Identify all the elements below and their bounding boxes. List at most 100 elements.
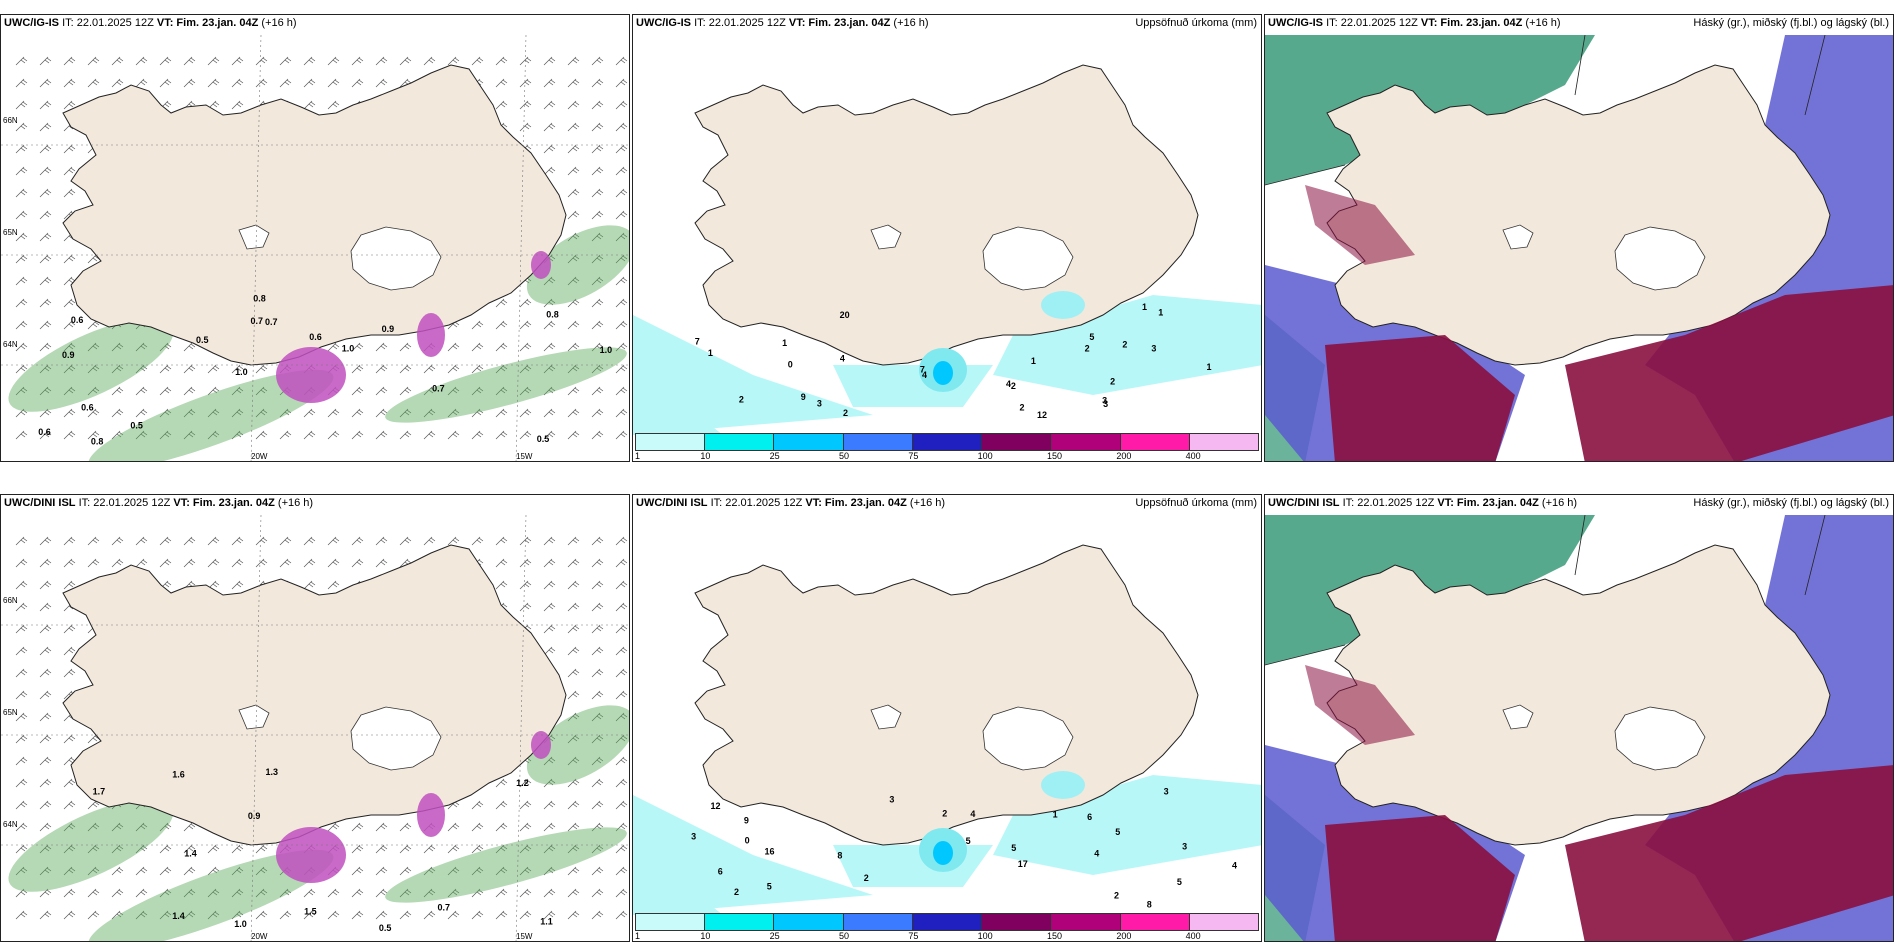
wind-barb — [303, 100, 316, 110]
wind-barb — [15, 342, 28, 352]
precip-value: 0 — [745, 836, 750, 846]
wind-barb — [39, 844, 52, 854]
vt-label: VT: — [788, 17, 806, 29]
wind-barb — [471, 888, 484, 898]
init-time: IT: 22.01.2025 12Z — [78, 497, 171, 509]
wind-barb — [327, 536, 340, 546]
wind-barb — [567, 536, 580, 546]
wind-barb — [615, 276, 628, 286]
wind-barb — [87, 320, 100, 330]
precip-title: Uppsöfnuð úrkoma (mm) — [1135, 17, 1257, 29]
precip-value: 3 — [1103, 399, 1108, 409]
legend-tick: 1 — [635, 931, 641, 941]
precip-value: 3 — [1164, 786, 1169, 796]
wind-barb — [447, 844, 460, 854]
wind-barb — [63, 866, 76, 876]
wind-barb — [63, 320, 76, 330]
wind-barb — [567, 342, 580, 352]
wind-barb — [87, 78, 100, 88]
wind-barb — [615, 668, 628, 678]
gust-value: 0.9 — [62, 350, 75, 360]
precip-value: 1 — [708, 348, 713, 358]
legend-swatch — [774, 914, 844, 930]
wind-barb — [63, 144, 76, 154]
wind-barb — [39, 536, 52, 546]
wind-barb — [159, 386, 172, 396]
wind-barb — [87, 888, 100, 898]
wind-barb — [591, 78, 604, 88]
wind-barb — [591, 734, 604, 744]
wind-barb — [519, 122, 532, 132]
wind-barb — [567, 888, 580, 898]
wind-barb — [135, 844, 148, 854]
wind-barb — [255, 558, 268, 568]
wind-barb — [63, 342, 76, 352]
wind-barb — [39, 866, 52, 876]
wind-barb — [39, 342, 52, 352]
wind-barb — [39, 690, 52, 700]
precip-value: 2 — [864, 873, 869, 883]
wind-barb — [63, 166, 76, 176]
wind-barb — [519, 800, 532, 810]
wind-barb — [135, 342, 148, 352]
wind-barb — [567, 778, 580, 788]
wind-barb — [591, 690, 604, 700]
snow-blob — [417, 793, 445, 837]
wind-barb — [15, 822, 28, 832]
wind-barb — [39, 734, 52, 744]
wind-barb — [567, 144, 580, 154]
wind-barb — [183, 888, 196, 898]
wind-barb — [543, 888, 556, 898]
latitude-label: 65N — [3, 228, 18, 237]
wind-barb — [39, 756, 52, 766]
wind-barb — [591, 800, 604, 810]
legend-swatch — [1051, 914, 1121, 930]
wind-barb — [591, 254, 604, 264]
legend-swatch — [843, 914, 913, 930]
wind-barb — [183, 408, 196, 418]
precip-cell — [1041, 771, 1085, 799]
wind-barb — [15, 734, 28, 744]
precip-value: 8 — [837, 851, 842, 861]
wind-barb — [615, 910, 628, 920]
model-name: UWC/DINI ISL — [1268, 497, 1340, 509]
wind-barb — [39, 408, 52, 418]
wind-barb — [63, 558, 76, 568]
wind-barb — [591, 778, 604, 788]
wind-barb — [63, 910, 76, 920]
wind-barb — [519, 298, 532, 308]
wind-barb — [567, 668, 580, 678]
legend-bar — [635, 913, 1259, 931]
wind-barb — [591, 298, 604, 308]
wind-barb — [471, 56, 484, 66]
wind-barb — [591, 232, 604, 242]
wind-barb — [495, 866, 508, 876]
precip-value: 1 — [1142, 302, 1147, 312]
wind-barb — [591, 602, 604, 612]
wind-barb — [447, 888, 460, 898]
wind-barb — [543, 580, 556, 590]
wind-barb — [63, 800, 76, 810]
wind-barb — [567, 188, 580, 198]
wind-gust-band — [526, 225, 629, 305]
wind-barb — [39, 232, 52, 242]
snow-blob — [531, 731, 551, 759]
wind-barb — [15, 712, 28, 722]
precip-value: 1 — [1207, 362, 1212, 372]
wind-barb — [183, 910, 196, 920]
wind-barb — [375, 822, 388, 832]
precip-value: 5 — [767, 882, 772, 892]
wind-barb — [615, 364, 628, 374]
precip-value: 6 — [1087, 812, 1092, 822]
wind-barb — [375, 558, 388, 568]
gust-value: 0.8 — [253, 293, 266, 303]
wind-barb — [615, 144, 628, 154]
wind-barb — [135, 364, 148, 374]
wind-barb — [207, 558, 220, 568]
wind-barb — [375, 408, 388, 418]
longitude-label: 15W — [516, 452, 533, 461]
wind-barb — [279, 910, 292, 920]
valid-time: Fim. 23.jan. 04Z — [192, 497, 275, 509]
gust-value: 0.5 — [379, 923, 392, 933]
wind-barb — [15, 166, 28, 176]
